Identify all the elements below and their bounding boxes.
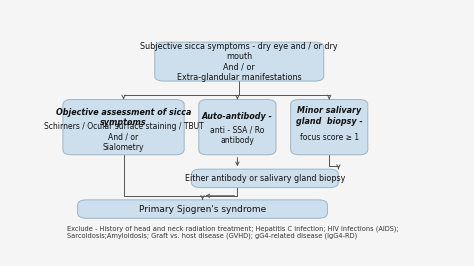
FancyBboxPatch shape — [291, 99, 368, 155]
Text: focus score ≥ 1: focus score ≥ 1 — [300, 133, 359, 142]
Text: Minor salivary
gland  biopsy -: Minor salivary gland biopsy - — [296, 106, 363, 126]
Text: Exclude - History of head and neck radiation treatment; Hepatitis C infection; H: Exclude - History of head and neck radia… — [66, 226, 398, 239]
Text: Schirners / Ocular surface staining / TBUT
And / or
Sialometry: Schirners / Ocular surface staining / TB… — [44, 122, 203, 152]
FancyBboxPatch shape — [63, 99, 184, 155]
Text: anti - SSA / Ro
antibody: anti - SSA / Ro antibody — [210, 126, 264, 145]
FancyBboxPatch shape — [191, 169, 338, 188]
FancyBboxPatch shape — [78, 200, 328, 218]
Text: Objective assessment of sicca
symptoms: Objective assessment of sicca symptoms — [56, 107, 191, 127]
FancyBboxPatch shape — [155, 42, 324, 81]
FancyBboxPatch shape — [199, 99, 276, 155]
Text: Either antibody or salivary gland biopsy: Either antibody or salivary gland biopsy — [185, 174, 345, 183]
Text: Primary Sjogren's syndrome: Primary Sjogren's syndrome — [139, 205, 266, 214]
Text: Subjective sicca symptoms - dry eye and / or dry
mouth
And / or
Extra-glandular : Subjective sicca symptoms - dry eye and … — [140, 41, 338, 82]
Text: Auto-antibody -: Auto-antibody - — [202, 112, 273, 120]
